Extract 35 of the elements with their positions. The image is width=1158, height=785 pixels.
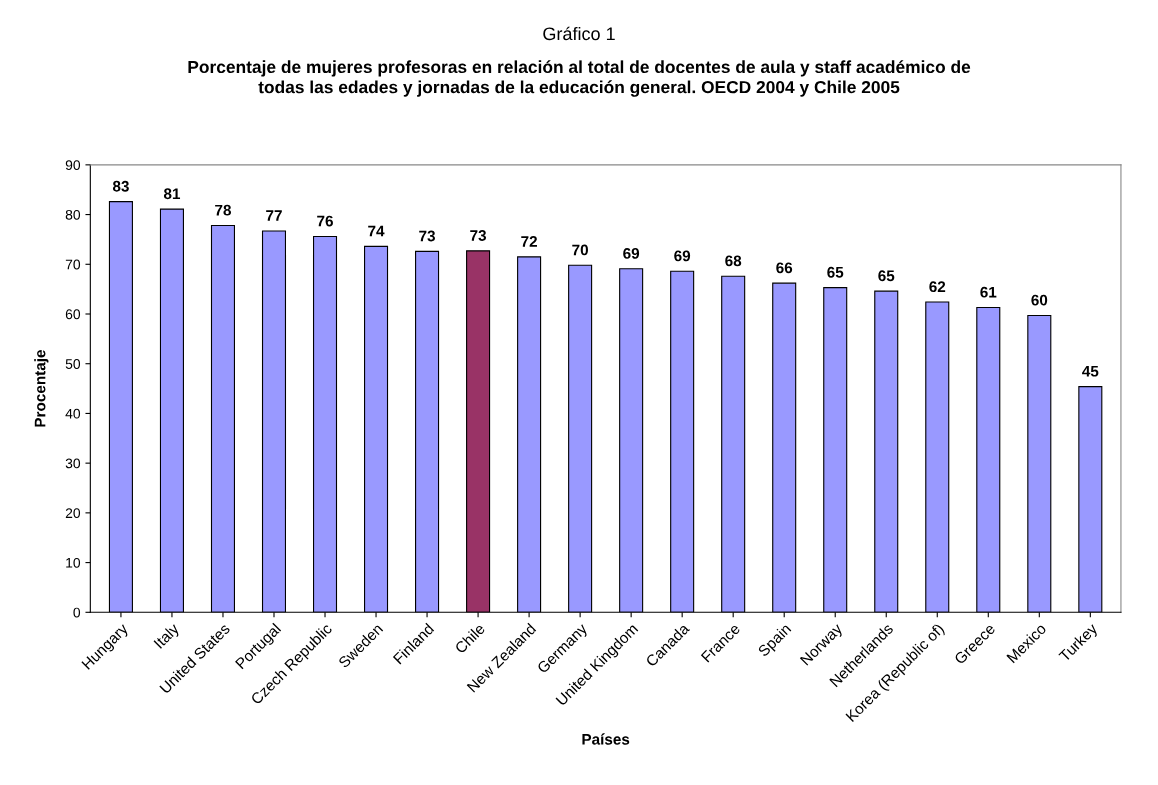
y-tick-label: 50 bbox=[65, 359, 81, 369]
y-tick-label: 30 bbox=[65, 458, 81, 469]
data-label: 45 bbox=[1082, 365, 1099, 377]
y-tick-label: 90 bbox=[65, 160, 81, 171]
y-tick-label: 80 bbox=[65, 209, 81, 220]
data-label: 68 bbox=[725, 255, 742, 267]
y-tick-label: 10 bbox=[66, 557, 81, 568]
y-tick-label: 40 bbox=[65, 408, 81, 419]
y-tick-label: 0 bbox=[73, 607, 81, 618]
y-axis-title: Procentaje bbox=[34, 350, 49, 427]
data-label: 73 bbox=[419, 230, 436, 242]
data-label: 69 bbox=[674, 250, 691, 262]
data-label: 74 bbox=[368, 225, 385, 237]
data-label: 60 bbox=[1031, 294, 1048, 306]
data-label: 65 bbox=[827, 266, 844, 278]
data-label: 65 bbox=[878, 270, 895, 282]
data-label: 69 bbox=[623, 247, 640, 259]
x-axis-title: Países bbox=[582, 733, 630, 745]
data-label: 66 bbox=[776, 262, 793, 274]
data-label: 62 bbox=[929, 281, 946, 293]
chart-subtitle: Porcentaje de mujeres profesoras en relación al total de docentes de aula y staff académico de todas las edades y jornadas de la educación general. OECD 2004 y Chile 2005 bbox=[188, 60, 971, 97]
y-tick-label: 60 bbox=[65, 309, 81, 320]
data-label: 83 bbox=[112, 180, 129, 192]
data-label: 70 bbox=[572, 244, 588, 256]
data-label: 78 bbox=[215, 204, 232, 216]
data-label: 77 bbox=[266, 210, 282, 221]
chart-title: Gráfico 1 bbox=[543, 26, 615, 41]
y-tick-label: 70 bbox=[65, 259, 81, 270]
data-label: 72 bbox=[521, 236, 537, 247]
x-tick-label: Italy bbox=[153, 622, 183, 651]
data-label: 76 bbox=[317, 215, 333, 227]
data-label: 73 bbox=[470, 230, 487, 241]
data-label: 61 bbox=[980, 286, 997, 298]
data-label: 81 bbox=[163, 188, 181, 200]
y-tick-label: 20 bbox=[65, 508, 81, 519]
